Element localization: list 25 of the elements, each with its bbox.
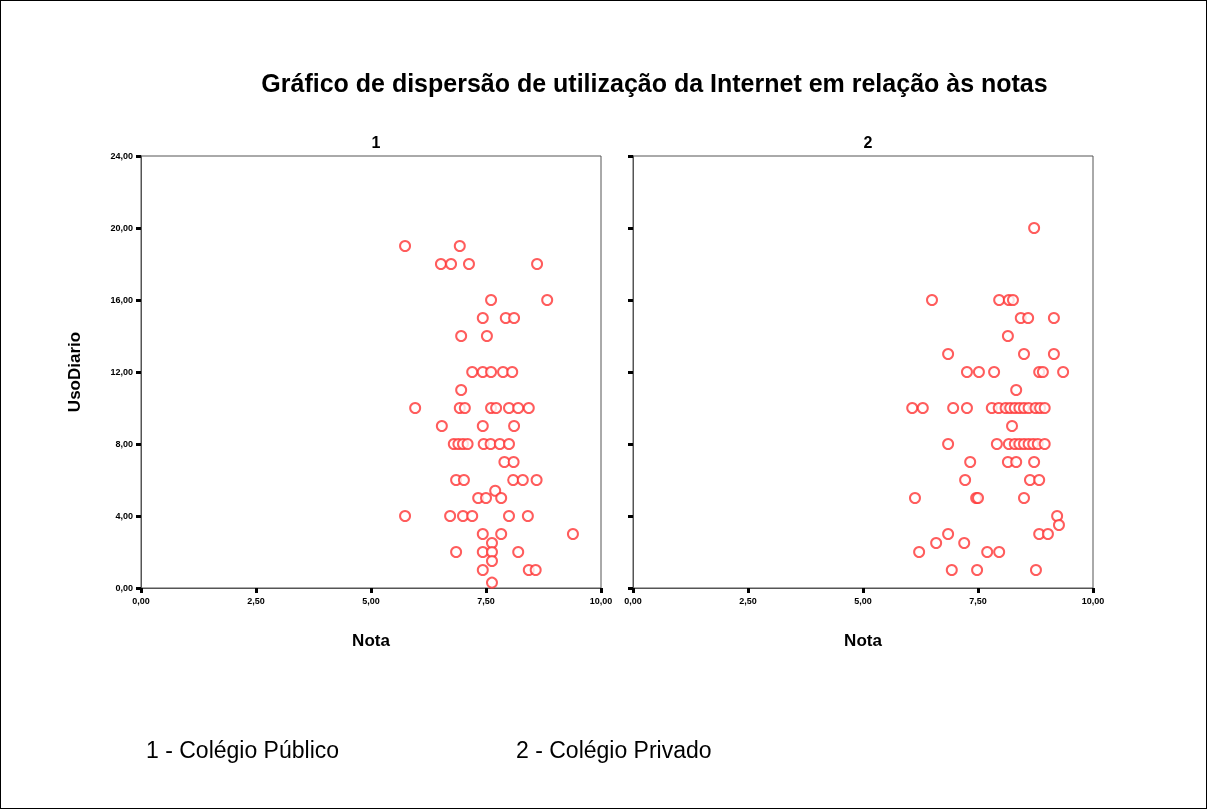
y-tick-label: 20,00	[110, 223, 133, 233]
x-tick-label: 0,00	[132, 595, 150, 606]
x-tick-label: 2,50	[739, 595, 757, 606]
y-tick-label: 4,00	[115, 511, 133, 521]
x-tick-label: 2,50	[247, 595, 265, 606]
x-tick-label: 10,00	[589, 595, 613, 606]
text: Gráfico de dispersão de utilização da Internet em relação às notas	[260, 69, 1049, 98]
x-axis-title: Nota	[352, 631, 391, 650]
y-tick-label: 24,00	[110, 151, 133, 161]
y-tick-label: 16,00	[110, 295, 133, 305]
y-tick-label: 12,00	[110, 367, 133, 377]
x-tick-label: 5,00	[854, 595, 872, 606]
x-axis-title: Nota	[844, 631, 883, 650]
y-tick-label: 0,00	[115, 583, 133, 593]
y-axis-title: UsoDiario	[65, 331, 84, 413]
chart-subtitle: 2	[863, 133, 873, 151]
x-tick-label: 7,50	[969, 595, 987, 606]
x-tick-label: 10,00	[1081, 595, 1105, 606]
x-tick-label: 0,00	[624, 595, 642, 606]
x-tick-label: 5,00	[362, 595, 380, 606]
text: 2 - Colégio Privado	[516, 737, 712, 764]
chart-subtitle: 1	[371, 133, 381, 151]
text: 1 - Colégio Público	[146, 737, 340, 764]
y-tick-label: 8,00	[115, 439, 133, 449]
x-tick-label: 7,50	[477, 595, 495, 606]
